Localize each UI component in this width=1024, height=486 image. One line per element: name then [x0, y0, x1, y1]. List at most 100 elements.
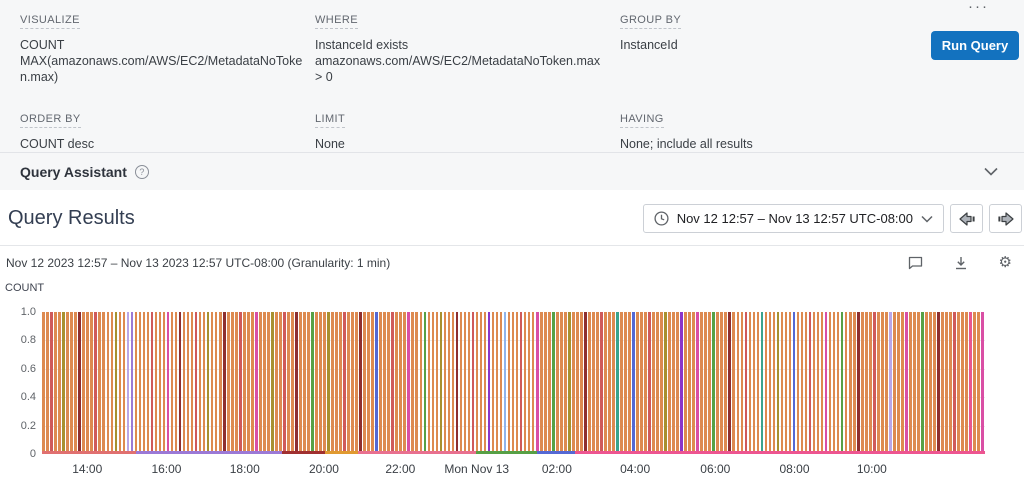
query-assistant-title: Query Assistant — [20, 163, 127, 180]
chart-bar — [295, 312, 298, 454]
chart-bar — [973, 312, 976, 454]
chart-bar — [42, 312, 45, 454]
chart-bar — [323, 312, 326, 454]
x-axis-labels: 14:00 16:00 18:00 20:00 22:00 Mon Nov 13 02:00… — [42, 462, 985, 478]
previous-time-window-button[interactable] — [950, 204, 983, 233]
chart-bar — [913, 312, 916, 454]
visualize-value[interactable]: COUNT — [20, 38, 65, 52]
time-controls: Nov 12 12:57 – Nov 13 12:57 UTC-08:00 — [642, 204, 1022, 233]
chart-bar — [644, 312, 647, 454]
chart-bar — [351, 312, 354, 454]
chart-bar — [443, 312, 447, 454]
chart-bar — [925, 312, 928, 454]
chart-bar — [800, 312, 804, 454]
chart-bar — [283, 312, 286, 454]
chart-bar — [588, 312, 591, 454]
visualize-value[interactable]: MAX(amazonaws.com/AWS/EC2/MetadataNoToke… — [20, 54, 303, 84]
chart-bar — [728, 312, 732, 454]
chart-bar — [291, 312, 294, 454]
chart-bar — [784, 312, 788, 454]
chart-bar — [415, 312, 419, 454]
chart-bar — [182, 312, 186, 454]
plot-area[interactable] — [42, 312, 985, 454]
chart-bar — [62, 312, 65, 454]
chart-bar — [483, 312, 487, 454]
chart-bar — [271, 312, 274, 454]
chart-bar — [596, 312, 599, 454]
chart-bar — [190, 312, 194, 454]
chart-bar — [379, 312, 382, 454]
chart-bar — [170, 312, 174, 454]
where-value[interactable]: InstanceId exists — [315, 38, 409, 52]
chart-bar — [339, 312, 342, 454]
group-by-label: GROUP BY — [620, 14, 682, 29]
chart-bar — [969, 312, 972, 454]
chart-bar — [503, 312, 507, 454]
chart-bar — [391, 312, 395, 454]
where-label: WHERE — [315, 14, 358, 29]
chart-bar — [888, 312, 892, 454]
chart-bar — [162, 312, 166, 454]
time-range-selector[interactable]: Nov 12 12:57 – Nov 13 12:57 UTC-08:00 — [642, 204, 944, 233]
arrow-left-bar-icon — [958, 211, 976, 226]
chart-bar — [696, 312, 700, 454]
chart-bar — [487, 312, 491, 454]
y-tick-label: 0 — [29, 448, 36, 460]
chart-bar — [864, 312, 868, 454]
chart-bar — [868, 312, 872, 454]
chart-bar — [387, 312, 391, 454]
where-value[interactable]: amazonaws.com/AWS/EC2/MetadataNoToken.ma… — [315, 54, 601, 84]
results-header: Query Results Nov 12 12:57 – Nov 13 12:5… — [0, 190, 1024, 246]
chart-bar — [78, 312, 82, 454]
chart-bar — [222, 312, 226, 454]
chart-bar — [455, 312, 459, 454]
having-value[interactable]: None; include all results — [620, 137, 753, 151]
chart-bar — [519, 312, 523, 454]
chart-bar — [463, 312, 467, 454]
comment-icon[interactable] — [908, 256, 923, 270]
order-by-value[interactable]: COUNT desc — [20, 137, 95, 151]
having-clause: HAVING None; include all results — [620, 109, 1004, 152]
visualize-clause: VISUALIZE COUNT MAX(amazonaws.com/AWS/EC… — [20, 10, 315, 85]
chart-bar — [656, 312, 659, 454]
chart-bar — [740, 312, 744, 454]
chart-bar — [50, 312, 53, 454]
baseline-series-segment — [475, 451, 538, 454]
x-tick-label: 20:00 — [308, 462, 339, 476]
run-query-button[interactable]: Run Query — [931, 31, 1019, 60]
chart-bar — [130, 312, 134, 454]
chart-bar — [475, 312, 479, 454]
x-tick-label: 18:00 — [229, 462, 260, 476]
chart-bar — [808, 312, 812, 454]
x-tick-label: 10:00 — [856, 462, 887, 476]
group-by-value[interactable]: InstanceId — [620, 38, 678, 52]
chart-bar — [860, 312, 864, 454]
chart-bar — [142, 312, 146, 454]
chart-bar — [804, 312, 808, 454]
chart-bar — [764, 312, 768, 454]
next-time-window-button[interactable] — [989, 204, 1022, 233]
chart-bar — [961, 312, 964, 454]
x-tick-label: Mon Nov 13 — [444, 462, 510, 476]
download-icon[interactable] — [954, 256, 968, 270]
gear-icon[interactable]: ⚙ — [998, 254, 1012, 271]
chart-bar — [600, 312, 603, 454]
chart-bar — [949, 312, 952, 454]
chart-bar — [303, 312, 306, 454]
chart-bar — [616, 312, 619, 454]
chart-bar — [584, 312, 587, 454]
chart-bar — [246, 312, 250, 454]
chart-bar — [254, 312, 258, 454]
page-title: Query Results — [8, 207, 135, 229]
limit-value[interactable]: None — [315, 137, 345, 151]
help-icon[interactable]: ? — [134, 164, 149, 179]
group-by-clause: GROUP BY InstanceId — [620, 10, 1004, 85]
chart-bar — [836, 312, 840, 454]
more-menu-icon[interactable]: ··· — [968, 0, 989, 15]
chevron-down-icon[interactable] — [984, 167, 998, 176]
chart-bar — [238, 312, 242, 454]
query-assistant-bar[interactable]: Query Assistant ? — [0, 152, 1024, 190]
chart-bar — [114, 312, 118, 454]
baseline-series-segment — [136, 451, 283, 454]
chart-bar — [848, 312, 852, 454]
